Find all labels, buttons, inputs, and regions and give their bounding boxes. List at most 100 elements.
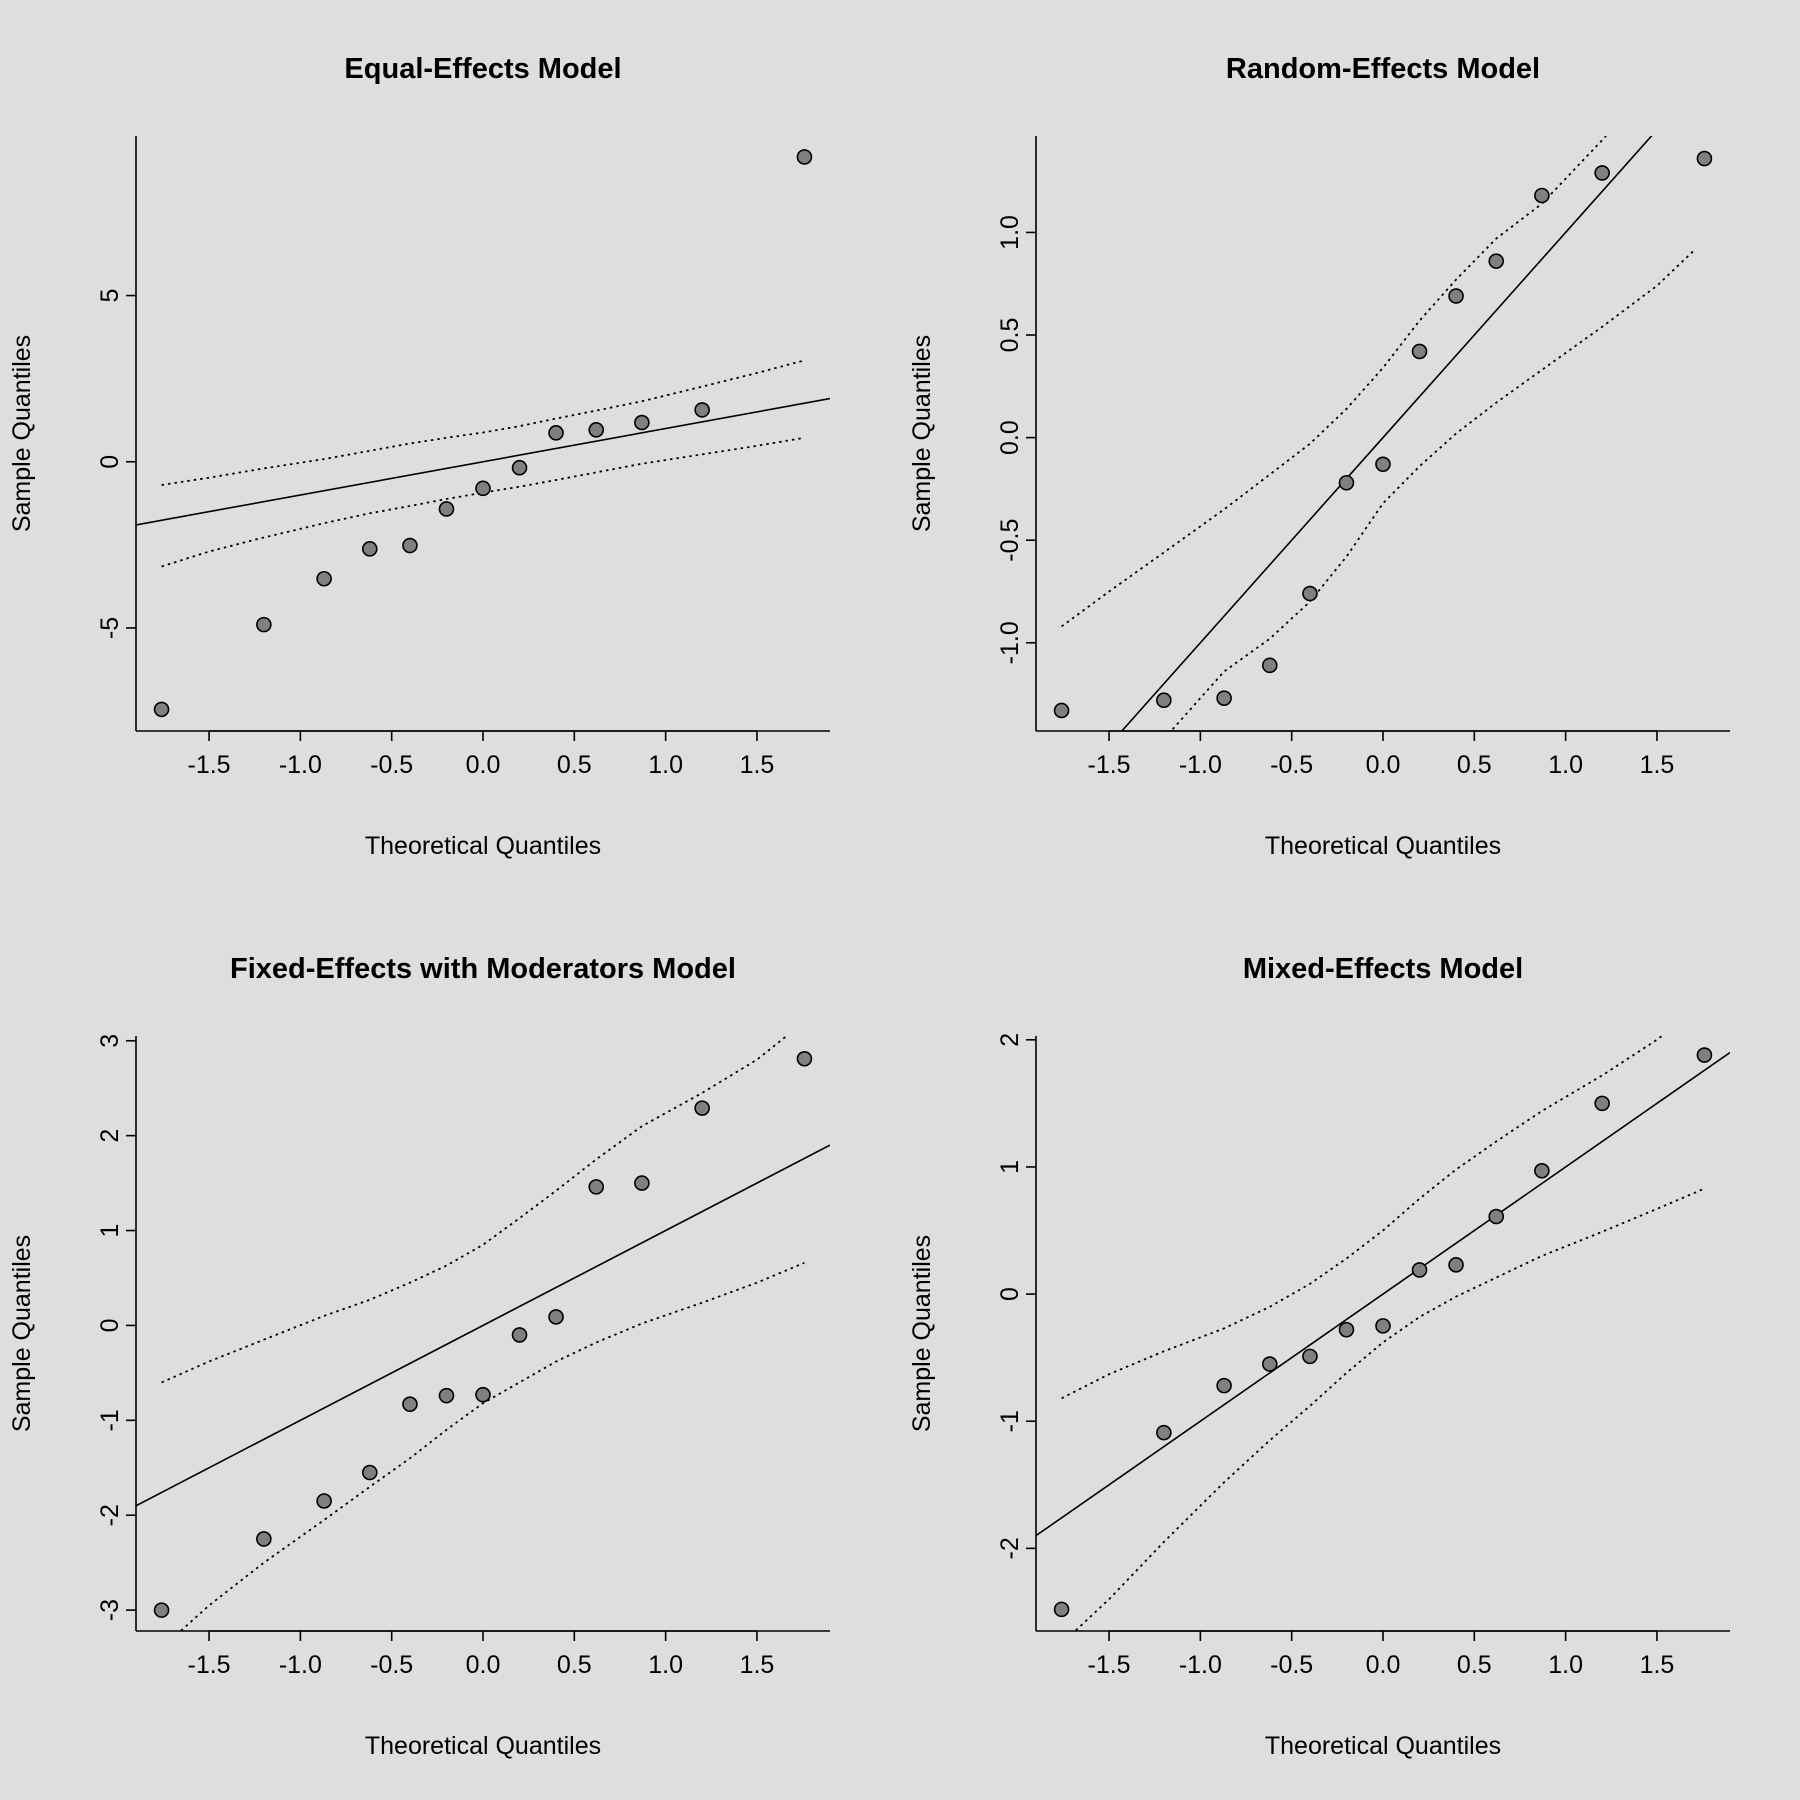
x-tick-label: 0.5 bbox=[1457, 1651, 1492, 1679]
y-tick-label: 2 bbox=[996, 1033, 1024, 1047]
data-point bbox=[316, 570, 332, 587]
data-point bbox=[1053, 1601, 1070, 1618]
y-tick-label: -1 bbox=[96, 1409, 124, 1431]
data-point bbox=[588, 1179, 605, 1195]
data-point bbox=[634, 414, 650, 431]
qq-panel-1: Equal-Effects Model -1.5 -1.0 -0.5 0.0 0.5 1.0… bbox=[8, 53, 830, 860]
data-point bbox=[548, 425, 564, 441]
data-point bbox=[588, 422, 605, 438]
x-tick-label: -1.5 bbox=[1088, 751, 1131, 779]
upper-envelope-line bbox=[1061, 136, 1608, 628]
panel-title: Fixed-Effects with Moderators Model bbox=[230, 953, 736, 985]
x-tick-label: 1.0 bbox=[1548, 751, 1583, 779]
y-tick-label: 0 bbox=[996, 1287, 1024, 1301]
data-point bbox=[1488, 253, 1505, 269]
data-point bbox=[1338, 1321, 1355, 1338]
data-point bbox=[1594, 165, 1610, 181]
x-tick-label: 0.5 bbox=[1457, 751, 1492, 779]
x-tick-label: 1.5 bbox=[1640, 751, 1675, 779]
x-tick-label: -0.5 bbox=[1270, 751, 1313, 779]
y-tick-label: -2 bbox=[996, 1537, 1024, 1559]
data-point bbox=[1156, 1424, 1172, 1441]
x-tick-label: 1.0 bbox=[648, 751, 683, 779]
reference-line bbox=[1120, 136, 1653, 731]
x-tick-label: -1.5 bbox=[1088, 1651, 1131, 1679]
y-tick-label: 0 bbox=[96, 1318, 124, 1332]
data-point bbox=[256, 616, 272, 633]
data-point bbox=[694, 402, 710, 418]
qq-panel-4: Mixed-Effects Model -1.5 -1.0 -0.5 0.0 0.5 1.0… bbox=[908, 953, 1730, 1760]
x-tick-label: 1.0 bbox=[1548, 1651, 1583, 1679]
y-tick-label: -5 bbox=[96, 617, 124, 639]
y-tick-label: 0.5 bbox=[996, 318, 1024, 353]
data-point bbox=[1216, 690, 1232, 706]
qq-panel-3: Fixed-Effects with Moderators Model -1.5 -… bbox=[8, 953, 830, 1760]
x-tick-label: 0.0 bbox=[466, 751, 501, 779]
data-point bbox=[1448, 288, 1464, 304]
x-tick-label: 0.5 bbox=[557, 751, 592, 779]
data-point bbox=[475, 480, 491, 497]
data-point bbox=[1375, 1318, 1391, 1334]
data-point bbox=[1534, 187, 1550, 204]
data-point bbox=[1411, 1262, 1428, 1278]
data-point bbox=[1696, 1047, 1713, 1063]
x-tick-label: 0.5 bbox=[557, 1651, 592, 1679]
data-point bbox=[1696, 150, 1713, 167]
upper-envelope-line bbox=[1061, 1036, 1664, 1400]
data-point bbox=[511, 459, 528, 476]
data-point bbox=[634, 1175, 650, 1191]
plot-area bbox=[136, 359, 830, 568]
lower-envelope-line bbox=[179, 1261, 805, 1631]
y-tick-label: 2 bbox=[96, 1129, 124, 1143]
y-tick-label: 1.0 bbox=[996, 215, 1024, 250]
y-axis: -2 -1 0 1 2 bbox=[996, 1033, 1037, 1631]
data-point bbox=[153, 701, 170, 718]
data-point bbox=[1216, 1377, 1232, 1394]
data-point bbox=[402, 537, 418, 554]
data-point bbox=[361, 1464, 378, 1481]
data-point bbox=[256, 1531, 272, 1547]
x-tick-label: -1.0 bbox=[1179, 1651, 1222, 1679]
x-axis-label: Theoretical Quantiles bbox=[1265, 1732, 1501, 1760]
x-axis: -1.5 -1.0 -0.5 0.0 0.5 1.0 1.5 bbox=[1036, 730, 1730, 779]
x-tick-label: 0.0 bbox=[1366, 751, 1401, 779]
data-point bbox=[475, 1386, 491, 1403]
x-tick-label: -1.0 bbox=[279, 751, 322, 779]
panel-title: Random-Effects Model bbox=[1226, 53, 1540, 85]
x-axis: -1.5 -1.0 -0.5 0.0 0.5 1.0 1.5 bbox=[1036, 1630, 1730, 1679]
y-tick-label: -0.5 bbox=[996, 519, 1024, 562]
plot-area bbox=[136, 1036, 830, 1631]
x-tick-label: -1.5 bbox=[188, 1651, 231, 1679]
data-point bbox=[438, 501, 455, 517]
x-tick-label: 0.0 bbox=[1366, 1651, 1401, 1679]
data-point bbox=[1534, 1162, 1550, 1179]
data-point bbox=[1261, 657, 1278, 674]
data-point bbox=[1053, 702, 1070, 719]
reference-line bbox=[136, 397, 830, 526]
x-tick-label: 1.5 bbox=[1640, 1651, 1675, 1679]
x-axis-label: Theoretical Quantiles bbox=[1265, 832, 1501, 860]
y-axis: -5 0 5 bbox=[96, 136, 137, 731]
x-axis-label: Theoretical Quantiles bbox=[365, 1732, 601, 1760]
data-point bbox=[511, 1327, 528, 1343]
data-point bbox=[1156, 692, 1172, 709]
plot-area bbox=[1061, 136, 1695, 731]
x-tick-label: -1.0 bbox=[1179, 751, 1222, 779]
y-tick-label: 1 bbox=[96, 1224, 124, 1238]
data-point bbox=[1302, 585, 1318, 602]
x-tick-label: 1.0 bbox=[648, 1651, 683, 1679]
upper-envelope-line bbox=[161, 1036, 789, 1384]
x-tick-label: -0.5 bbox=[370, 751, 413, 779]
data-point bbox=[1488, 1208, 1505, 1225]
data-point bbox=[694, 1100, 710, 1116]
y-tick-label: -2 bbox=[96, 1504, 124, 1526]
y-axis-label: Sample Quantiles bbox=[908, 1235, 936, 1432]
data-point bbox=[1594, 1095, 1610, 1112]
lower-envelope-line bbox=[1073, 1187, 1705, 1631]
y-tick-label: 1 bbox=[996, 1160, 1024, 1174]
qq-panel-2: Random-Effects Model -1.5 -1.0 -0.5 0.0 0.5 1.… bbox=[908, 53, 1730, 860]
x-tick-label: -1.0 bbox=[279, 1651, 322, 1679]
data-point bbox=[1411, 343, 1428, 360]
y-tick-label: 5 bbox=[96, 289, 124, 303]
